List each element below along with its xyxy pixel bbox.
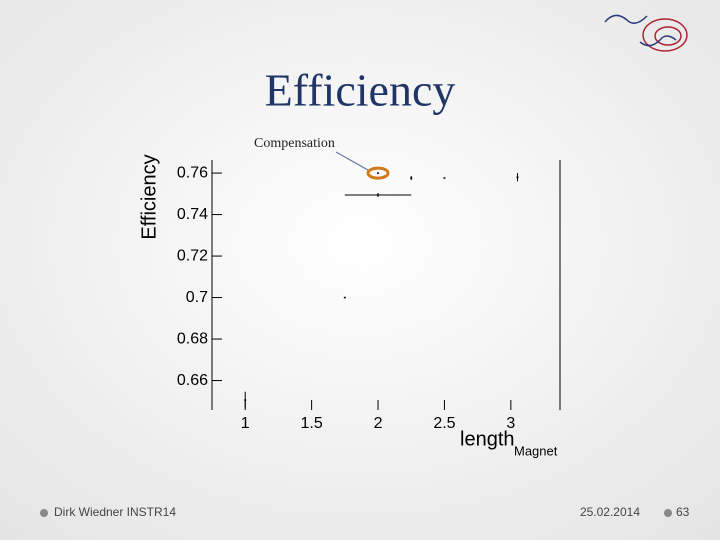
bullet (664, 509, 672, 517)
bullet (40, 509, 48, 517)
y-tick-label: 0.72 (177, 247, 208, 264)
x-tick-label: 2 (374, 415, 383, 432)
y-tick-label: 0.74 (177, 206, 208, 223)
footer-page: 63 (676, 505, 690, 519)
x-axis-label-sub: Magnet (514, 443, 558, 458)
footer-author: Dirk Wiedner INSTR14 (54, 505, 176, 519)
y-tick-label: 0.66 (177, 372, 208, 389)
annotation: Compensation (254, 136, 335, 151)
logo (604, 14, 688, 52)
y-tick-label: 0.7 (186, 289, 208, 306)
x-tick-label: 3 (506, 415, 515, 432)
annotation-arrow (335, 151, 369, 171)
highlight-ring (366, 166, 390, 180)
x-tick-label: 1.5 (300, 415, 322, 432)
y-tick-label: 0.68 (177, 330, 208, 347)
slide-title: Efficiency (265, 65, 456, 116)
x-axis-label: length (460, 428, 515, 450)
y-axis-label: Efficiency (138, 154, 160, 239)
x-tick-label: 1 (241, 415, 250, 432)
x-tick-label: 2.5 (433, 415, 455, 432)
footer-date: 25.02.2014 (580, 505, 640, 519)
y-tick-label: 0.76 (177, 164, 208, 181)
